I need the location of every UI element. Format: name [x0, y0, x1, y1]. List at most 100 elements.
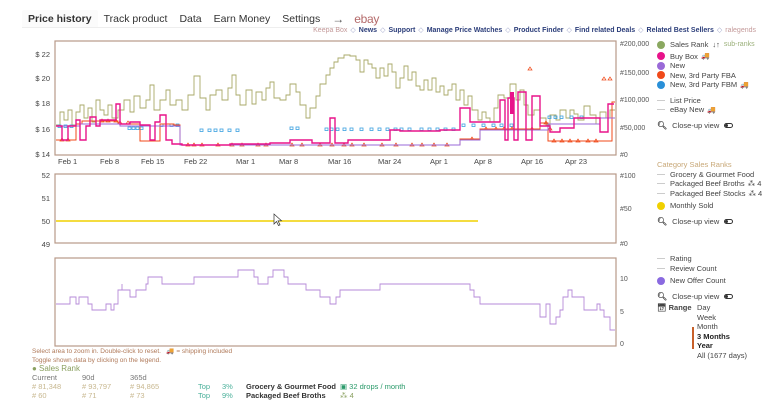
y-tick: 51: [42, 194, 50, 203]
sales-rank-line: [56, 54, 615, 126]
tab-track-product[interactable]: Track product: [103, 13, 168, 25]
legend-new-offer-count[interactable]: New Offer Count: [657, 276, 733, 286]
stat-current: # 81,348: [32, 382, 62, 391]
x-tick: Feb 22: [184, 157, 207, 166]
dash-icon: [657, 173, 665, 175]
legend-new-fba[interactable]: New, 3rd Party FBA: [657, 71, 755, 81]
stat-drops: ▣ 32 drops / month: [340, 382, 406, 391]
table-row: # 60 # 71 # 73 Top 9% Packaged Beef Brot…: [32, 391, 405, 400]
sales-rank-stats: ● Sales Rank Current 90d 365d # 81,348 #…: [32, 364, 405, 400]
x-tick: Apr 8: [474, 157, 492, 166]
range-selector: 📅︎ Range Day Week Month 3 Months Year Al…: [657, 303, 747, 360]
legend-category-item[interactable]: Grocery & Gourmet Food: [657, 170, 762, 180]
ralegends-link[interactable]: ralegends: [725, 27, 756, 34]
stat-category[interactable]: Packaged Beef Broths: [246, 391, 326, 400]
stat-365d: # 94,865: [130, 382, 160, 391]
legend-label: Close-up view: [672, 120, 720, 130]
legend-ebay-new[interactable]: eBay New 🚚: [657, 105, 755, 115]
range-option-month[interactable]: Month: [697, 322, 718, 331]
new-offer-count-line: [56, 269, 615, 331]
price-axis-left: $ 22 $ 20 $ 18 $ 16 $ 14: [35, 50, 50, 159]
support-link[interactable]: Support: [388, 27, 416, 34]
manage-price-watches-link[interactable]: Manage Price Watches: [426, 27, 503, 34]
fba-dot-icon: [657, 71, 665, 80]
legend-sales-rank[interactable]: Sales Rank ↓↑ sub-ranks: [657, 40, 755, 50]
range-option-all[interactable]: All (1677 days): [697, 350, 748, 360]
toggle-icon[interactable]: [724, 293, 734, 299]
closeup-toggle-price[interactable]: 🔍︎ Close-up view: [657, 121, 755, 131]
news-link[interactable]: News: [358, 27, 378, 34]
y-tick: #150,000: [620, 70, 649, 77]
legend-label: New, 3rd Party FBA: [670, 70, 736, 80]
sub-ranks-link[interactable]: sub-ranks: [723, 41, 755, 49]
keepa-box-link[interactable]: Keepa Box: [313, 27, 348, 34]
legend-label: New Offer Count: [670, 276, 726, 286]
monthly-sold-chart-frame[interactable]: [54, 173, 617, 244]
range-option-3-months[interactable]: 3 Months: [697, 331, 730, 341]
date-axis: Feb 1 Feb 8 Feb 15 Feb 22 Mar 1 Mar 8 Ma…: [58, 157, 587, 166]
range-option-year[interactable]: Year: [697, 341, 713, 350]
tab-price-history[interactable]: Price history: [22, 10, 98, 28]
dash-icon: [657, 183, 665, 185]
dash-icon: [657, 267, 665, 269]
toggle-icon[interactable]: [724, 122, 734, 128]
ebay-link[interactable]: ebay: [354, 12, 380, 26]
stats-title: ● Sales Rank: [32, 364, 80, 373]
legend-buy-box[interactable]: Buy Box 🚚: [657, 52, 755, 62]
y-tick: $ 18: [35, 99, 50, 108]
separator-icon: ◇: [350, 27, 356, 34]
shipping-icon: 🚚: [166, 348, 175, 355]
legend-new[interactable]: New: [657, 61, 755, 71]
range-option-week[interactable]: Week: [697, 312, 717, 322]
tab-settings[interactable]: Settings: [282, 13, 321, 25]
y-tick: #50,000: [620, 125, 645, 132]
x-tick: Apr 1: [430, 157, 448, 166]
header-current: Current: [32, 373, 58, 382]
buy-box-dot-icon: [657, 52, 665, 61]
y-tick: $ 20: [35, 74, 50, 83]
dash-icon: [657, 192, 665, 194]
closeup-toggle-monthly[interactable]: 🔍︎ Close-up view: [657, 217, 762, 227]
product-finder-link[interactable]: Product Finder: [513, 27, 564, 34]
y-tick: 5: [620, 309, 624, 316]
hierarchy-icon: ⁂ 4: [748, 188, 763, 198]
tab-earn-money[interactable]: Earn Money: [213, 13, 271, 25]
magnifier-icon: 🔍︎: [657, 216, 668, 226]
x-tick: Apr 16: [521, 157, 543, 166]
range-label: 📅︎ Range: [657, 303, 697, 312]
shipping-icon: 🚚: [740, 81, 749, 89]
hierarchy-icon: ⁂ 4: [340, 391, 354, 400]
legend-label: Packaged Beef Stocks: [670, 188, 746, 198]
calendar-icon: 📅︎: [657, 303, 667, 312]
legend-label: Sales Rank: [670, 40, 709, 50]
toggle-icon[interactable]: [724, 218, 734, 224]
tab-bar: Price history Track product Data Earn Mo…: [22, 8, 379, 30]
x-tick: Mar 16: [328, 157, 351, 166]
sort-icon[interactable]: ↓↑: [712, 40, 720, 50]
table-row: # 81,348 # 93,797 # 94,865 Top 3% Grocer…: [32, 382, 405, 391]
legend-list-price[interactable]: List Price: [657, 96, 755, 106]
related-best-sellers-link[interactable]: Related Best Sellers: [646, 27, 714, 34]
legend-label: List Price: [670, 95, 701, 105]
offer-count-chart-frame[interactable]: [54, 257, 617, 347]
new-line: [56, 117, 615, 146]
range-option-day[interactable]: Day: [697, 303, 711, 312]
range-label-text: Range: [668, 303, 692, 312]
closeup-toggle-offers[interactable]: 🔍︎ Close-up view: [657, 292, 734, 302]
find-related-deals-link[interactable]: Find related Deals: [574, 27, 636, 34]
legend-category: Category Sales Ranks Grocery & Gourmet F…: [657, 160, 762, 226]
legend-label: Review Count: [670, 263, 717, 273]
y-tick: $ 16: [35, 125, 50, 134]
legend-rating[interactable]: Rating: [657, 254, 733, 264]
arrow-icon: →: [332, 12, 345, 26]
legend-monthly-sold[interactable]: Monthly Sold: [657, 201, 762, 211]
tab-data[interactable]: Data: [179, 13, 202, 25]
x-tick: Feb 15: [141, 157, 164, 166]
stat-category[interactable]: Grocery & Gourmet Food: [246, 382, 337, 391]
legend-category-item[interactable]: Packaged Beef Broths ⁂ 4: [657, 179, 762, 189]
legend-category-item[interactable]: Packaged Beef Stocks ⁂ 4: [657, 189, 762, 199]
legend-new-fbm[interactable]: New, 3rd Party FBM 🚚: [657, 80, 755, 90]
x-tick: Apr 23: [565, 157, 587, 166]
legend-review-count[interactable]: Review Count: [657, 264, 733, 274]
